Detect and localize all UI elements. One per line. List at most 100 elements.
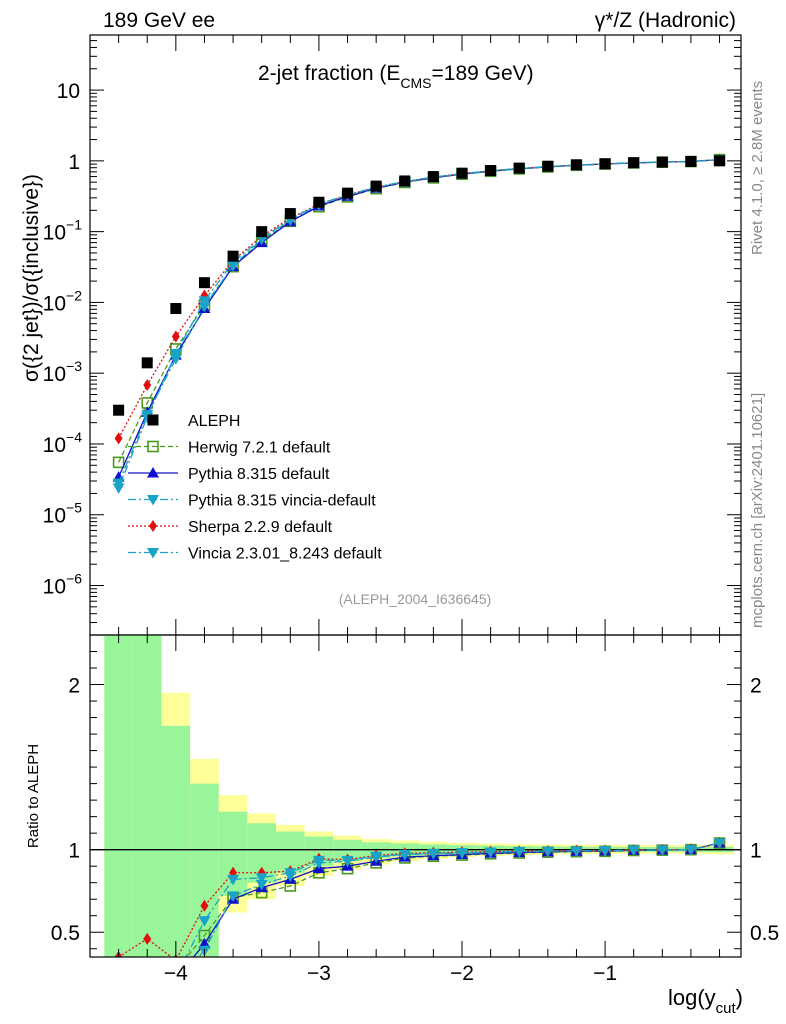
point-data bbox=[227, 250, 239, 262]
ratio-point-herwig bbox=[142, 965, 152, 975]
legend-label: Sherpa 2.2.9 default bbox=[188, 519, 333, 536]
ratio-point-pythia bbox=[141, 976, 153, 987]
ratio-plot-data bbox=[90, 635, 741, 990]
y-tick-label: 10−6 bbox=[43, 571, 83, 599]
point-data bbox=[599, 158, 611, 170]
point-vincia bbox=[198, 296, 211, 307]
ratio-point-vincia bbox=[656, 845, 669, 856]
legend-label: Herwig 7.2.1 default bbox=[188, 440, 331, 457]
legend-marker-vincia bbox=[147, 548, 159, 559]
line-sherpa bbox=[118, 159, 720, 439]
band-stat bbox=[161, 725, 191, 957]
point-pythia_vincia bbox=[169, 354, 182, 365]
point-data bbox=[370, 180, 382, 192]
series-data bbox=[113, 155, 726, 416]
xlabel: log(y bbox=[668, 985, 716, 1010]
ratio-plot-ticks: 0.5 0.5 1 1 2 2 −4 −3 −2 −1 bbox=[51, 635, 779, 985]
ratio-point-vincia bbox=[684, 845, 697, 856]
uncertainty-bands bbox=[104, 635, 734, 957]
point-data bbox=[485, 165, 497, 177]
ratio-plot-frame bbox=[89, 634, 742, 958]
ratio-point-vincia bbox=[198, 916, 211, 927]
main-plot-ticks: 10−6 10−5 10−4 10−3 10−2 10−1 1 10 bbox=[43, 34, 741, 636]
x-tick-label: −4 bbox=[164, 962, 188, 985]
ratio-y-tick-label: 0.5 bbox=[51, 922, 80, 945]
ratio-point-vincia bbox=[484, 847, 497, 858]
point-data bbox=[628, 157, 640, 169]
legend-label: ALEPH bbox=[188, 413, 240, 430]
point-data bbox=[198, 277, 210, 289]
y-tick-label: 10−4 bbox=[43, 429, 83, 457]
ratio-ylabel: Ratio to ALEPH bbox=[25, 744, 42, 848]
point-data bbox=[342, 187, 354, 199]
ratio-plot: 0.5 0.5 1 1 2 2 −4 −3 −2 −1 Ratio to ALEPH log(yc… bbox=[25, 634, 779, 1017]
mcplots-label: mcplots.cern.ch [arXiv:2401.10621] bbox=[749, 393, 766, 628]
ratio-y-tick-label-right: 1 bbox=[750, 840, 762, 863]
ratio-point-vincia bbox=[284, 868, 297, 879]
y-tick-label: 10−5 bbox=[43, 500, 83, 528]
legend-label: Pythia 8.315 default bbox=[188, 466, 330, 483]
svg-text:log(ycut): log(ycut) bbox=[668, 985, 743, 1017]
ratio-point-pythia_vincia bbox=[255, 879, 268, 891]
ratio-point-pythia_vincia bbox=[141, 979, 153, 990]
main-plot-data bbox=[112, 153, 726, 494]
y-tick-label: 10 bbox=[57, 80, 80, 103]
legend-item-data: ALEPH bbox=[147, 413, 240, 430]
legend-item-sherpa: Sherpa 2.2.9 default bbox=[128, 519, 333, 536]
main-plot: 10−6 10−5 10−4 10−3 10−2 10−1 1 10 2-jet fracti… bbox=[20, 34, 742, 636]
main-title: 2-jet fraction (E bbox=[258, 62, 400, 85]
point-vincia bbox=[169, 348, 182, 360]
ratio-point-vincia bbox=[713, 838, 726, 850]
legend: ALEPH Herwig 7.2.1 default Pythia 8.315 de… bbox=[128, 413, 382, 563]
ratio-y-tick-label: 2 bbox=[68, 675, 80, 698]
point-data bbox=[313, 196, 325, 208]
x-tick-label: −2 bbox=[450, 962, 474, 985]
point-data bbox=[170, 303, 182, 315]
legend-marker-herwig bbox=[147, 440, 159, 453]
main-plot-title: 2-jet fraction (ECMS=189 GeV) bbox=[258, 62, 534, 91]
point-data bbox=[256, 226, 268, 238]
ratio-point-sherpa bbox=[200, 899, 209, 912]
band-stat bbox=[104, 635, 133, 957]
point-vincia bbox=[112, 483, 125, 494]
legend-marker-sherpa bbox=[149, 520, 157, 532]
y-tick-label: 1 bbox=[68, 151, 80, 174]
series-pythia bbox=[112, 153, 726, 482]
band-stat bbox=[333, 839, 362, 862]
point-data bbox=[570, 159, 582, 171]
xlabel-sub: cut bbox=[716, 1000, 737, 1017]
point-sherpa bbox=[114, 432, 123, 445]
point-data bbox=[513, 162, 525, 174]
legend-item-vincia: Vincia 2.3.01_8.243 default bbox=[128, 546, 382, 563]
rivet-label: Rivet 4.1.0, ≥ 2.8M events bbox=[749, 81, 766, 255]
watermark: (ALEPH_2004_I636645) bbox=[339, 591, 492, 607]
ratio-y-tick-label-right: 2 bbox=[750, 675, 762, 698]
point-herwig bbox=[112, 456, 125, 469]
header-left: 189 GeV ee bbox=[103, 9, 215, 32]
header-right: γ*/Z (Hadronic) bbox=[595, 9, 736, 32]
ratio-point-vincia bbox=[227, 874, 240, 886]
band-stat bbox=[132, 635, 162, 957]
point-sherpa bbox=[171, 330, 180, 343]
ratio-point-vincia bbox=[312, 855, 325, 867]
legend-item-pythia: Pythia 8.315 default bbox=[128, 466, 330, 483]
ratio-y-tick-label: 1 bbox=[68, 840, 80, 863]
legend-marker-pythia bbox=[147, 467, 159, 478]
ratio-point-sherpa bbox=[143, 932, 152, 945]
point-data bbox=[656, 156, 668, 168]
point-data bbox=[113, 404, 125, 416]
y-tick-label: 10−1 bbox=[43, 217, 83, 245]
legend-label: Pythia 8.315 vincia-default bbox=[188, 493, 376, 510]
xlabel-end: ) bbox=[736, 985, 743, 1010]
legend-label: Vincia 2.3.01_8.243 default bbox=[188, 546, 382, 563]
main-title-end: =189 GeV) bbox=[432, 62, 534, 85]
point-sherpa bbox=[143, 379, 152, 392]
point-pythia_vincia bbox=[198, 301, 211, 313]
line-pythia_vincia bbox=[118, 159, 720, 484]
y-tick-label: 10−2 bbox=[43, 287, 83, 315]
point-data bbox=[456, 167, 468, 179]
ratio-point-vincia bbox=[599, 845, 612, 857]
main-title-sub: CMS bbox=[400, 75, 431, 91]
ratio-series-vincia bbox=[185, 838, 726, 957]
